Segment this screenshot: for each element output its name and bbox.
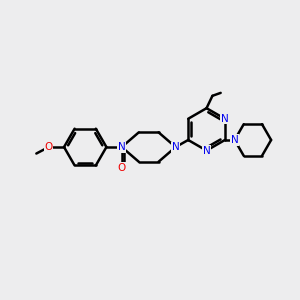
Text: O: O bbox=[45, 142, 53, 152]
Text: O: O bbox=[117, 163, 125, 173]
Text: N: N bbox=[203, 146, 210, 156]
Text: N: N bbox=[221, 114, 229, 124]
Text: N: N bbox=[172, 142, 179, 152]
Text: N: N bbox=[118, 142, 126, 152]
Text: N: N bbox=[231, 135, 239, 145]
